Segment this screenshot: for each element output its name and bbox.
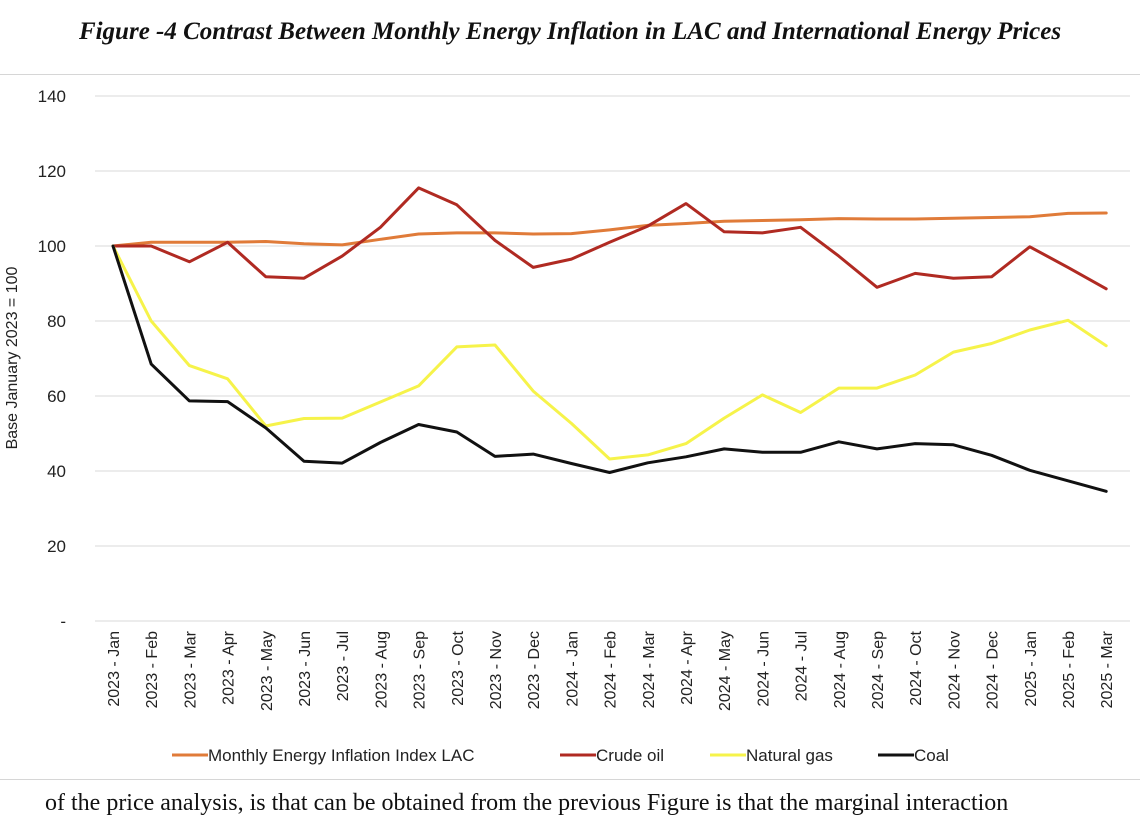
x-tick-label: 2024 - Mar <box>641 630 658 708</box>
series-line-monthly-energy-inflation-index-lac <box>111 211 1108 248</box>
x-tick-label: 2024 - Nov <box>946 631 963 709</box>
x-tick-label: 2024 - Aug <box>832 631 849 708</box>
y-tick-labels: - 20 40 60 80 100 120 140 <box>38 87 66 631</box>
x-tick-label: 2023 - Jul <box>335 631 352 701</box>
x-tick-label: 2024 - Sep <box>870 631 887 709</box>
y-tick-label: 140 <box>38 87 66 106</box>
y-tick-label: 120 <box>38 162 66 181</box>
body-text-fragment: of the price analysis, is that can be ob… <box>45 790 1009 816</box>
legend-label: Natural gas <box>746 746 833 765</box>
x-tick-label: 2023 - Jun <box>297 631 314 707</box>
x-tick-label: 2024 - Feb <box>603 631 620 708</box>
x-tick-label: 2024 - Apr <box>679 630 696 705</box>
x-tick-label: 2024 - May <box>717 631 734 711</box>
bottom-divider <box>0 779 1140 780</box>
x-tick-label: 2024 - Jul <box>794 631 811 701</box>
legend-label: Monthly Energy Inflation Index LAC <box>208 746 474 765</box>
series-lines <box>111 186 1108 493</box>
x-tick-label: 2025 - Jan <box>1023 631 1040 707</box>
x-tick-label: 2023 - Aug <box>373 631 390 708</box>
y-tick-label: 40 <box>47 462 66 481</box>
x-tick-label: 2023 - Feb <box>144 631 161 708</box>
x-tick-label: 2024 - Jan <box>564 631 581 707</box>
series-line-crude-oil <box>111 186 1108 291</box>
y-tick-label: 20 <box>47 537 66 556</box>
series-line-coal <box>111 244 1108 493</box>
y-tick-label: 80 <box>47 312 66 331</box>
x-tick-label: 2023 - May <box>259 631 276 711</box>
y-tick-label: 100 <box>38 237 66 256</box>
top-divider <box>0 74 1140 75</box>
x-tick-label: 2024 - Oct <box>908 630 925 705</box>
x-tick-label: 2023 - Mar <box>182 630 199 708</box>
y-tick-label: - <box>60 612 66 631</box>
x-tick-label: 2023 - Dec <box>526 631 543 709</box>
x-tick-label: 2023 - Sep <box>412 631 429 709</box>
x-tick-label: 2023 - Apr <box>221 630 238 705</box>
series-line-natural-gas <box>111 244 1108 461</box>
x-tick-label: 2024 - Dec <box>985 631 1002 709</box>
x-tick-label: 2023 - Jan <box>106 631 123 707</box>
x-tick-label: 2023 - Nov <box>488 631 505 709</box>
figure-title: Figure -4 Contrast Between Monthly Energ… <box>78 18 1062 45</box>
legend-label: Coal <box>914 746 949 765</box>
legend-label: Crude oil <box>596 746 664 765</box>
legend: Monthly Energy Inflation Index LAC Crude … <box>172 746 949 765</box>
gridlines <box>95 95 1130 622</box>
x-tick-labels: 2023 - Jan 2023 - Feb 2023 - Mar 2023 - Apr… <box>106 630 1116 711</box>
y-axis-label: Base January 2023 = 100 <box>4 267 21 450</box>
x-tick-label: 2023 - Oct <box>450 630 467 705</box>
y-tick-label: 60 <box>47 387 66 406</box>
x-tick-label: 2025 - Mar <box>1099 630 1116 708</box>
x-tick-label: 2025 - Feb <box>1061 631 1078 708</box>
x-tick-label: 2024 - Jun <box>755 631 772 707</box>
